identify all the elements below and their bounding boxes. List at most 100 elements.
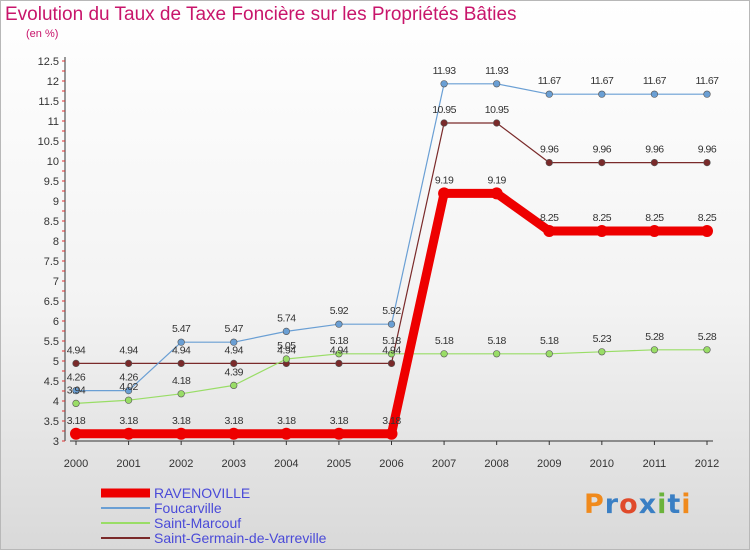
data-label: 4.26 (67, 372, 86, 384)
data-point (545, 350, 553, 358)
data-label: 4.94 (330, 344, 349, 356)
data-point (543, 225, 556, 237)
data-label: 3.18 (330, 415, 349, 427)
y-tick-label: 7.5 (44, 256, 59, 268)
x-tick-label: 2005 (327, 458, 351, 470)
legend-label: Saint-Germain-de-Varreville (154, 530, 327, 546)
data-label: 9.96 (645, 144, 664, 156)
data-point (177, 390, 185, 398)
data-point (72, 399, 80, 408)
data-label: 3.18 (172, 415, 191, 427)
data-point (650, 90, 659, 98)
y-tick-label: 5.5 (44, 336, 59, 348)
data-label: 4.26 (119, 372, 138, 384)
data-label: 11.67 (696, 75, 720, 87)
data-point (124, 359, 133, 368)
data-label: 9.19 (435, 174, 454, 186)
data-point (230, 381, 238, 390)
data-label: 5.18 (487, 335, 506, 347)
data-point (387, 350, 396, 358)
data-point (703, 346, 711, 354)
data-label: 5.47 (225, 323, 244, 335)
y-tick-label: 12.5 (38, 56, 59, 68)
proxiti-logo: Proxiti (584, 489, 692, 520)
data-point (72, 359, 80, 368)
data-point (493, 80, 501, 88)
data-point (701, 225, 713, 237)
x-tick-label: 2000 (64, 458, 88, 470)
data-point (230, 338, 238, 346)
data-point (175, 427, 188, 440)
data-label: 5.18 (330, 335, 349, 347)
y-tick-label: 10.5 (38, 136, 59, 148)
data-point (72, 387, 80, 395)
data-label: 10.95 (485, 104, 509, 116)
data-label: 4.18 (172, 375, 191, 387)
data-label: 4.94 (67, 344, 86, 356)
y-tick-label: 8 (53, 236, 59, 248)
data-label: 9.96 (593, 144, 612, 156)
data-label: 9.96 (698, 144, 717, 156)
data-label: 11.93 (485, 65, 509, 77)
data-label: 3.94 (67, 384, 86, 396)
y-tick-label: 10 (47, 156, 59, 168)
y-tick-label: 3 (53, 436, 59, 448)
data-label: 9.96 (540, 144, 559, 156)
data-point (648, 225, 661, 237)
data-point (230, 359, 238, 368)
data-point (332, 427, 345, 440)
data-point (124, 396, 133, 404)
data-point (440, 350, 448, 358)
y-tick-label: 9.5 (44, 176, 59, 188)
data-point (490, 187, 503, 200)
legend-label: Foucarville (154, 500, 222, 516)
x-tick-label: 2001 (116, 458, 140, 470)
data-point (122, 427, 135, 440)
data-point (440, 80, 448, 88)
data-label: 3.18 (382, 415, 401, 427)
data-point (545, 159, 553, 167)
x-tick-label: 2012 (695, 458, 719, 470)
data-point (493, 119, 501, 127)
data-point (227, 427, 240, 440)
chart-title: Evolution du Taux de Taxe Foncière sur l… (5, 4, 517, 25)
data-label: 3.18 (67, 415, 86, 427)
data-point (387, 320, 396, 328)
series-line-saint-marcouf (75, 349, 708, 404)
data-label: 3.18 (277, 415, 296, 427)
legend-label: RAVENOVILLE (154, 485, 250, 501)
data-point (177, 338, 185, 346)
data-label: 5.05 (277, 340, 296, 352)
data-label: 11.67 (538, 75, 562, 87)
data-label: 8.25 (698, 212, 717, 224)
x-tick-label: 2007 (432, 458, 456, 470)
data-point (703, 159, 711, 167)
data-point (282, 327, 290, 336)
data-label: 5.92 (330, 305, 349, 317)
y-tick-label: 4.5 (44, 376, 59, 388)
data-point (280, 427, 293, 440)
data-label: 4.94 (277, 344, 296, 356)
data-label: 4.02 (119, 381, 138, 393)
data-point (650, 346, 659, 354)
data-label: 10.95 (432, 104, 456, 116)
y-tick-label: 12 (47, 76, 59, 88)
data-point (703, 90, 711, 98)
data-label: 5.18 (382, 335, 401, 347)
y-tick-label: 6 (53, 316, 59, 328)
x-tick-label: 2010 (590, 458, 614, 470)
y-tick-label: 11 (48, 116, 59, 128)
x-tick-label: 2003 (222, 458, 246, 470)
data-label: 5.18 (435, 335, 454, 347)
legend-label: Saint-Marcouf (154, 515, 241, 531)
data-point (650, 159, 659, 167)
y-tick-label: 11.5 (38, 96, 59, 108)
data-label: 5.28 (698, 331, 717, 343)
x-tick-label: 2006 (379, 458, 403, 470)
data-point (282, 355, 290, 363)
data-label: 5.47 (172, 323, 191, 335)
data-label: 4.94 (382, 344, 401, 356)
data-point (70, 427, 82, 440)
